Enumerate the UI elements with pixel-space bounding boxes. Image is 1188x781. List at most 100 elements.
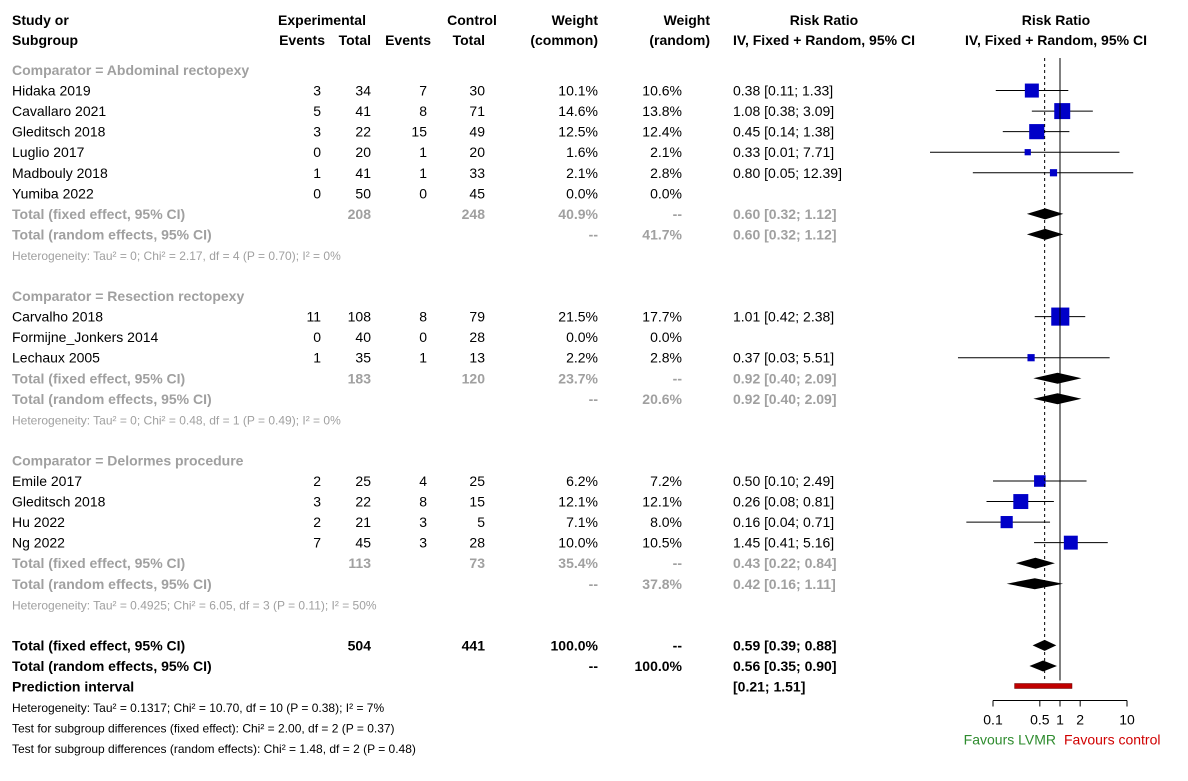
exp-total: 21 bbox=[355, 514, 371, 530]
ctl-events: 15 bbox=[411, 124, 427, 140]
header-rr-1: Risk Ratio bbox=[790, 12, 858, 28]
exp-total: 208 bbox=[348, 206, 372, 222]
study-box bbox=[1027, 354, 1035, 362]
study-name: Emile 2017 bbox=[12, 473, 82, 489]
exp-total: 20 bbox=[355, 144, 371, 160]
row-het: Heterogeneity: Tau² = 0; Chi² = 0.48, df… bbox=[12, 413, 341, 427]
weight-random: 37.8% bbox=[642, 576, 682, 592]
pooled-diamond bbox=[1015, 557, 1055, 569]
ctl-events: 0 bbox=[419, 185, 427, 201]
weight-common: 12.5% bbox=[558, 124, 598, 140]
exp-events: 3 bbox=[313, 83, 321, 99]
row-fixed: Total (fixed effect, 95% CI) 183 120 23.7% -… bbox=[12, 370, 837, 386]
ctl-total: 30 bbox=[469, 83, 485, 99]
study-name: Prediction interval bbox=[12, 679, 134, 695]
row-orandom: Total (random effects, 95% CI) -- 100.0% 0.… bbox=[12, 658, 837, 674]
row-pi: Prediction interval [0.21; 1.51] bbox=[12, 679, 805, 695]
axis-tick-label: 1 bbox=[1056, 712, 1064, 728]
risk-ratio-ci: 0.80 [0.05; 12.39] bbox=[733, 165, 842, 181]
header-exp-total: Total bbox=[339, 32, 371, 48]
ctl-events: 1 bbox=[419, 165, 427, 181]
exp-total: 35 bbox=[355, 350, 371, 366]
exp-events: 11 bbox=[306, 309, 321, 325]
header-study-2: Subgroup bbox=[12, 32, 78, 48]
exp-events: 3 bbox=[313, 124, 321, 140]
row-note: Heterogeneity: Tau² = 0.1317; Chi² = 10.… bbox=[12, 701, 384, 715]
header-control: Control bbox=[447, 12, 497, 28]
risk-ratio-ci: 0.56 [0.35; 0.90] bbox=[733, 658, 837, 674]
weight-random: 8.0% bbox=[650, 514, 682, 530]
header-study-1: Study or bbox=[12, 12, 69, 28]
header-plot-1: Risk Ratio bbox=[1022, 12, 1090, 28]
row-study: Formijne_Jonkers 2014 0 40 0 28 0.0% 0.0% bbox=[12, 329, 682, 345]
weight-random: -- bbox=[673, 555, 683, 571]
weight-random: 100.0% bbox=[635, 658, 683, 674]
weight-random: 2.8% bbox=[650, 165, 682, 181]
risk-ratio-ci: 1.01 [0.42; 2.38] bbox=[733, 309, 834, 325]
study-name: Cavallaro 2021 bbox=[12, 103, 106, 119]
row-ofixed: Total (fixed effect, 95% CI) 504 441 100.0%… bbox=[12, 637, 837, 653]
exp-total: 22 bbox=[355, 124, 371, 140]
study-box bbox=[1013, 494, 1029, 510]
weight-common: 10.1% bbox=[558, 83, 598, 99]
risk-ratio-ci: 1.45 [0.41; 5.16] bbox=[733, 535, 834, 551]
study-name: Total (random effects, 95% CI) bbox=[12, 391, 212, 407]
subgroup-label: Comparator = Resection rectopexy bbox=[12, 288, 244, 304]
heterogeneity-text: Heterogeneity: Tau² = 0; Chi² = 2.17, df… bbox=[12, 249, 341, 263]
header-weight-random-2: (random) bbox=[649, 32, 710, 48]
study-name: Gleditsch 2018 bbox=[12, 124, 106, 140]
weight-common: 2.1% bbox=[566, 165, 598, 181]
row-study: Luglio 2017 0 20 1 20 1.6% 2.1% 0.33 [0.01; 7.7… bbox=[12, 144, 834, 160]
pooled-diamond bbox=[1032, 639, 1057, 651]
exp-total: 41 bbox=[355, 103, 371, 119]
ctl-events: 1 bbox=[419, 350, 427, 366]
exp-total: 34 bbox=[355, 83, 371, 99]
row-study: Hidaka 2019 3 34 7 30 10.1% 10.6% 0.38 [0.11; 1… bbox=[12, 83, 833, 99]
overall-test-text: Test for subgroup differences (random ef… bbox=[12, 742, 416, 756]
study-name: Total (fixed effect, 95% CI) bbox=[12, 555, 185, 571]
ctl-events: 1 bbox=[419, 144, 427, 160]
exp-events: 5 bbox=[313, 103, 321, 119]
exp-total: 113 bbox=[348, 555, 371, 571]
table-header: Study or Subgroup Experimental Events To… bbox=[12, 12, 1147, 48]
ctl-total: 13 bbox=[469, 350, 485, 366]
row-group: Comparator = Resection rectopexy bbox=[12, 288, 244, 304]
risk-ratio-ci: 0.45 [0.14; 1.38] bbox=[733, 124, 834, 140]
pooled-diamond bbox=[1033, 393, 1082, 405]
exp-total: 504 bbox=[348, 637, 372, 653]
exp-events: 0 bbox=[313, 329, 321, 345]
ctl-total: 73 bbox=[469, 555, 485, 571]
study-name: Total (random effects, 95% CI) bbox=[12, 226, 212, 242]
risk-ratio-ci: 0.92 [0.40; 2.09] bbox=[733, 370, 837, 386]
weight-random: 41.7% bbox=[642, 226, 682, 242]
risk-ratio-ci: 0.60 [0.32; 1.12] bbox=[733, 206, 837, 222]
risk-ratio-ci: 0.60 [0.32; 1.12] bbox=[733, 226, 837, 242]
weight-common: 40.9% bbox=[558, 206, 598, 222]
row-het: Heterogeneity: Tau² = 0; Chi² = 2.17, df… bbox=[12, 249, 341, 263]
study-name: Total (random effects, 95% CI) bbox=[12, 576, 212, 592]
weight-random: -- bbox=[673, 637, 683, 653]
plot-marks bbox=[930, 83, 1134, 689]
weight-common: 14.6% bbox=[558, 103, 598, 119]
study-name: Madbouly 2018 bbox=[12, 165, 108, 181]
weight-common: 6.2% bbox=[566, 473, 598, 489]
weight-common: 10.0% bbox=[558, 535, 598, 551]
header-experimental: Experimental bbox=[278, 12, 366, 28]
weight-common: -- bbox=[589, 226, 599, 242]
exp-events: 0 bbox=[313, 185, 321, 201]
ctl-total: 71 bbox=[469, 103, 485, 119]
exp-total: 50 bbox=[355, 185, 371, 201]
row-fixed: Total (fixed effect, 95% CI) 113 73 35.4% --… bbox=[12, 555, 837, 571]
risk-ratio-ci: 0.42 [0.16; 1.11] bbox=[733, 576, 836, 592]
study-name: Gleditsch 2018 bbox=[12, 494, 106, 510]
exp-total: 183 bbox=[348, 370, 372, 386]
weight-random: 12.1% bbox=[642, 494, 682, 510]
risk-ratio-ci: 0.16 [0.04; 0.71] bbox=[733, 514, 834, 530]
weight-common: -- bbox=[589, 576, 599, 592]
weight-random: 10.6% bbox=[642, 83, 682, 99]
ctl-total: 120 bbox=[462, 370, 486, 386]
exp-events: 2 bbox=[313, 473, 321, 489]
study-name: Hu 2022 bbox=[12, 514, 65, 530]
exp-total: 22 bbox=[355, 494, 371, 510]
study-box bbox=[1024, 83, 1039, 98]
